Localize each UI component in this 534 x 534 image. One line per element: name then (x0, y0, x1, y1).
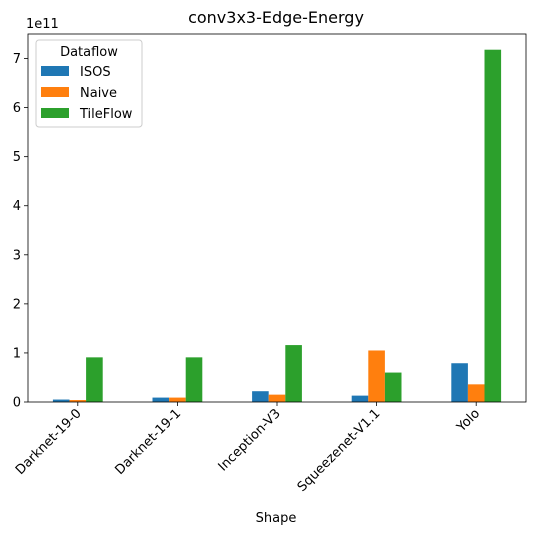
y-tick-label: 6 (13, 101, 21, 116)
bar-naive-darknet-19-0 (69, 400, 87, 402)
x-tick-label: Yolo (454, 406, 484, 436)
bar-naive-darknet-19-1 (169, 397, 186, 402)
legend-box (35, 39, 143, 128)
y-tick-label: 4 (13, 199, 21, 214)
x-tick-label: Darknet-19-1 (113, 406, 185, 478)
bar-isos-darknet-19-1 (152, 397, 170, 402)
bar-tileflow-darknet-19-1 (185, 357, 203, 402)
y-tick-label: 1 (13, 346, 21, 361)
legend-label-tileflow: TileFlow (79, 107, 133, 122)
x-tick-label: Inception-V3 (216, 406, 284, 474)
bar-isos-darknet-19-0 (52, 399, 70, 402)
legend-label-isos: ISOS (80, 65, 111, 80)
bar-tileflow-darknet-19-0 (86, 357, 103, 402)
legend-swatch-isos (41, 66, 69, 76)
bar-tileflow-yolo (484, 49, 502, 403)
y-tick-label: 5 (13, 150, 21, 165)
bar-isos-yolo (451, 363, 468, 402)
bar-tileflow-inception-v3 (285, 345, 302, 402)
legend-title: Dataflow (60, 45, 118, 60)
bar-naive-squeezenet-v1-1 (368, 350, 385, 402)
y-axis-offset-text: 1e11 (26, 17, 59, 32)
chart-title: conv3x3-Edge-Energy (188, 8, 364, 27)
y-tick-label: 0 (13, 396, 21, 411)
y-tick-label: 3 (13, 248, 21, 263)
bar-naive-inception-v3 (268, 394, 286, 402)
bar-isos-squeezenet-v1-1 (351, 395, 369, 402)
legend: Dataflow ISOS Naive TileFlow (35, 39, 143, 128)
legend-swatch-tileflow (41, 108, 69, 118)
bar-tileflow-squeezenet-v1-1 (384, 372, 402, 402)
bar-naive-yolo (467, 384, 485, 402)
bar-isos-inception-v3 (252, 391, 269, 402)
y-tick-label: 2 (13, 297, 21, 312)
legend-label-naive: Naive (80, 86, 117, 101)
x-tick-label: Squeezenet-V1.1 (295, 406, 384, 495)
y-tick-label: 7 (13, 52, 21, 67)
x-axis-label: Shape (256, 511, 297, 526)
x-tick-label: Darknet-19-0 (13, 406, 85, 478)
axes-frame (27, 33, 527, 403)
legend-swatch-naive (41, 87, 69, 97)
